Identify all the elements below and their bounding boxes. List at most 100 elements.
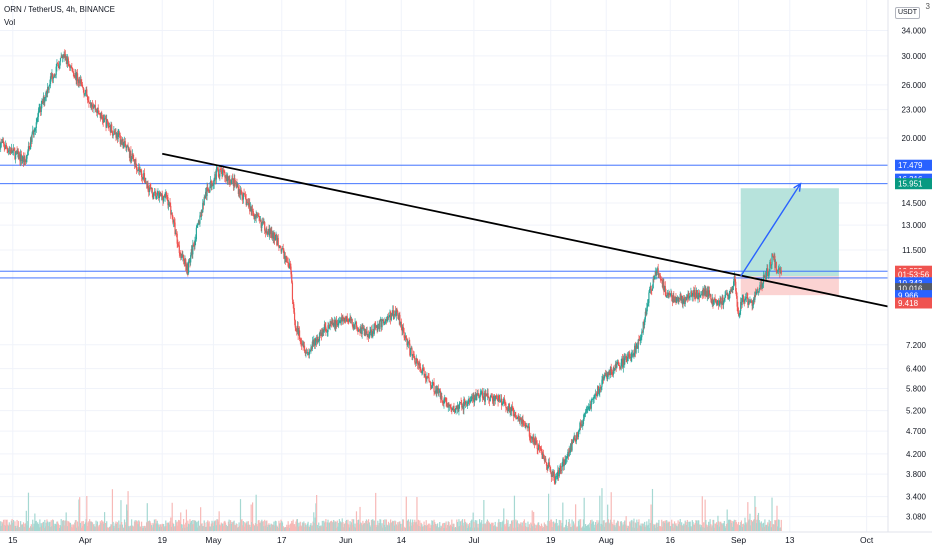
volume-bar: [654, 527, 656, 531]
volume-bar: [296, 519, 298, 531]
candle-body: [49, 76, 52, 85]
candle-body: [321, 332, 323, 337]
candle-body: [300, 341, 302, 343]
time-axis[interactable]: 15 Apr 19 May 17 Jun 14 Jul 19 Aug 16 Sep 13 Oct: [8, 535, 874, 545]
volume-bar: [145, 527, 147, 531]
volume-bar: [185, 509, 188, 531]
candle-body: [575, 440, 577, 442]
candle-body: [409, 349, 412, 356]
volume-bar: [35, 520, 37, 531]
candle-body: [503, 398, 506, 404]
candle-body: [30, 137, 32, 142]
volume-bar: [288, 525, 290, 531]
volume-bar: [547, 520, 549, 531]
volume-bar: [594, 522, 597, 531]
candle-body: [626, 357, 629, 361]
volume-bar: [656, 522, 658, 531]
candle-body: [670, 293, 672, 295]
volume-bar: [391, 521, 393, 531]
volume-bar: [509, 523, 511, 531]
volume-bar: [705, 524, 708, 531]
price-tick-label: 4.700: [906, 427, 927, 436]
volume-bar: [279, 523, 281, 531]
candle-body: [636, 345, 639, 349]
candle-body: [2, 140, 5, 144]
symbol-title[interactable]: ORN / TetherUS, 4h, BINANCE: [4, 5, 115, 14]
volume-bar: [615, 523, 617, 531]
volume-bar: [554, 522, 556, 531]
volume-bar: [14, 521, 16, 531]
candle-body: [684, 299, 686, 305]
candle-body: [233, 178, 235, 186]
volume-bar: [316, 524, 318, 531]
volume-bar: [162, 523, 164, 531]
candle-body: [651, 288, 654, 291]
candle-body: [685, 299, 687, 301]
volume-bar: [627, 525, 629, 531]
candle-body: [498, 395, 500, 402]
candle-body: [40, 103, 42, 112]
candle-body: [97, 107, 99, 111]
volume-bar: [322, 526, 324, 531]
volume-bar: [555, 523, 557, 531]
volume-bar: [136, 520, 138, 531]
volume-bar: [714, 523, 716, 531]
price-axis[interactable]: 34.00030.00026.00023.00020.00017.50014.5…: [902, 27, 927, 522]
volume-bar: [486, 519, 489, 531]
volume-bar: [47, 525, 49, 531]
volume-bar: [601, 488, 603, 531]
volume-bar: [479, 523, 481, 531]
volume-bar: [393, 525, 395, 531]
candle-body: [108, 126, 110, 128]
candle-body: [638, 339, 640, 341]
volume-bar: [254, 523, 257, 531]
volume-bar: [571, 519, 573, 531]
volume-indicator-label[interactable]: Vol: [4, 18, 16, 27]
candle-body: [676, 297, 678, 303]
volume-bar: [626, 527, 629, 531]
volume-bar: [646, 525, 649, 531]
volume-bar: [458, 519, 460, 531]
candle-body: [16, 150, 18, 154]
candle-body: [418, 362, 420, 366]
volume-bar: [412, 519, 414, 531]
candle-body: [243, 192, 245, 194]
volume-bar: [327, 519, 329, 531]
volume-bar: [348, 527, 350, 531]
volume-bar: [56, 521, 58, 531]
volume-bar: [661, 519, 663, 531]
volume-bar: [366, 520, 368, 531]
volume-bar: [257, 520, 259, 531]
volume-bar: [125, 522, 127, 531]
candle-body: [187, 264, 189, 274]
volume-bar: [485, 524, 487, 531]
volume-bar: [154, 523, 156, 531]
volume-bar: [256, 524, 258, 531]
volume-bar: [648, 519, 650, 531]
candle-body: [726, 293, 728, 295]
volume-bar: [187, 520, 189, 531]
volume-bar: [67, 521, 69, 531]
candle-body: [280, 247, 282, 252]
volume-bar: [573, 525, 575, 531]
volume-bar: [318, 526, 321, 531]
volume-bar: [755, 506, 757, 531]
volume-bar: [111, 489, 114, 531]
candle-body: [427, 376, 429, 377]
volume-bar: [171, 502, 173, 531]
volume-bar: [100, 523, 102, 531]
volume-bar: [538, 525, 540, 531]
volume-bar: [390, 519, 392, 531]
volume-bar: [19, 527, 21, 531]
volume-bar: [772, 524, 775, 531]
candle-body: [481, 391, 484, 398]
candle-body: [466, 403, 469, 406]
candle-body: [325, 326, 327, 332]
candle-body: [515, 416, 517, 419]
volume-bar: [22, 522, 25, 531]
candle-body: [264, 222, 266, 231]
volume-bar: [316, 495, 318, 531]
currency-badge[interactable]: USDT: [894, 7, 920, 19]
volume-bar: [337, 526, 339, 531]
